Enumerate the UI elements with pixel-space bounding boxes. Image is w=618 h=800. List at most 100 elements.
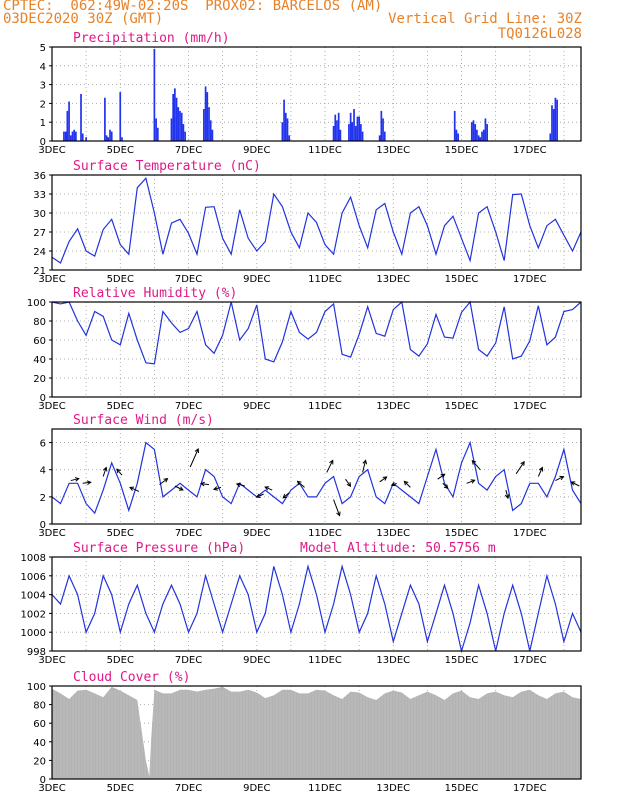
x-tick-label: 3DEC: [38, 145, 65, 156]
x-tick-label: 3DEC: [38, 783, 65, 794]
precip-bar: [351, 122, 354, 141]
model-altitude-label: Model Altitude: 50.5756 m: [300, 541, 496, 556]
precip-bar: [382, 118, 384, 141]
precip-bar: [479, 137, 482, 141]
precip-bar: [552, 109, 555, 141]
precip-bar: [361, 131, 364, 141]
wind-arrow-head: [362, 459, 368, 465]
y-tick-label: 100: [27, 682, 46, 693]
rh-title: Relative Humidity (%): [73, 286, 237, 301]
x-tick-label: 13DEC: [376, 145, 410, 156]
precip-bar: [110, 131, 113, 141]
x-tick-label: 7DEC: [175, 401, 202, 412]
wind-arrow-shaft: [70, 478, 79, 482]
x-tick-label: 5DEC: [107, 655, 134, 666]
x-tick-label: 11DEC: [308, 401, 342, 412]
y-tick-label: 21: [33, 266, 46, 277]
precip-bar: [105, 135, 108, 141]
x-tick-label: 17DEC: [513, 528, 547, 539]
cloud-title: Cloud Cover (%): [73, 670, 190, 685]
precip-bar: [73, 129, 76, 141]
precip-bar: [180, 112, 183, 141]
precip-bar: [476, 129, 478, 141]
x-tick-label: 5DEC: [107, 401, 134, 412]
precip-bar: [206, 92, 209, 141]
y-tick-label: 40: [33, 355, 46, 366]
precip-bar: [68, 101, 70, 141]
wind-arrow-head: [86, 480, 92, 486]
wind-arrow-shaft: [200, 483, 210, 486]
precip-bar: [378, 135, 381, 141]
wind-arrow-shaft: [297, 480, 305, 488]
y-tick-label: 2: [40, 99, 46, 110]
x-tick-label: 5DEC: [107, 528, 134, 539]
wind-arrow-shaft: [362, 460, 367, 473]
x-tick-label: 9DEC: [243, 401, 270, 412]
y-tick-label: 27: [33, 228, 46, 239]
x-tick-label: 9DEC: [243, 783, 270, 794]
wind-arrow-shaft: [379, 476, 387, 483]
precip-bar: [104, 97, 106, 141]
wind-arrow-head: [443, 484, 449, 490]
panel-frame: [51, 428, 582, 525]
precip-bar: [477, 135, 480, 141]
precip-bar: [85, 137, 87, 141]
precip-bar: [211, 129, 214, 141]
precip-bar: [174, 88, 176, 141]
wind-arrow-shaft: [159, 478, 168, 486]
x-tick-label: 17DEC: [513, 655, 547, 666]
x-tick-label: 15DEC: [445, 528, 479, 539]
x-tick-label: 13DEC: [376, 274, 410, 285]
cloud-panel: 0 20 40 60 80 100 3DEC 5DEC 7DEC 9DEC 11DEC 13DEC 15…: [27, 670, 582, 794]
x-tick-label: 9DEC: [243, 655, 270, 666]
wind-arrow-shaft: [326, 460, 334, 473]
wind-arrow-shaft: [437, 473, 445, 480]
temp-title: Surface Temperature (nC): [73, 159, 261, 174]
precip-bar: [172, 94, 175, 141]
precip-bar: [380, 110, 383, 141]
precip-bar: [208, 107, 210, 141]
precip-bar: [69, 135, 72, 141]
x-tick-label: 5DEC: [107, 783, 134, 794]
precip-bar: [121, 137, 123, 141]
y-tick-label: 998: [27, 647, 46, 658]
x-tick-label: 15DEC: [445, 274, 479, 285]
x-tick-label: 9DEC: [243, 274, 270, 285]
x-tick-label: 3DEC: [38, 655, 65, 666]
y-tick-label: 1004: [21, 591, 46, 602]
precip-bar: [184, 131, 186, 141]
y-tick-label: 0: [40, 775, 46, 786]
precip-bar: [356, 116, 359, 141]
wind-arrow-head: [390, 481, 396, 487]
wind-arrow-shaft: [471, 460, 481, 471]
x-tick-label: 13DEC: [376, 783, 410, 794]
precip-panel: 0 1 2 3 4 5 3DEC 5DEC 7DEC 9DEC 11DEC 13DEC 15DEC 17D…: [38, 31, 582, 156]
wind-panel: 0 2 4 6 3DEC 5DEC 7DEC 9DEC 11DEC 13DEC 15DEC 17DEC…: [38, 413, 582, 539]
wind-arrow-head: [403, 480, 409, 486]
wind-arrow-head: [102, 466, 108, 472]
wind-arrow-head: [329, 459, 334, 465]
precip-bar: [455, 129, 458, 141]
wind-arrow-head: [570, 481, 576, 486]
y-tick-label: 6: [40, 439, 46, 450]
wind-arrow-shaft: [555, 476, 564, 482]
precip-bar: [482, 129, 485, 141]
header-date: 03DEC2020 30Z (GMT): [3, 11, 164, 27]
x-tick-label: 11DEC: [308, 145, 342, 156]
y-tick-label: 1006: [21, 572, 46, 583]
wind-arrow-head: [178, 486, 184, 491]
precip-bar: [109, 129, 111, 141]
x-tick-label: 15DEC: [445, 783, 479, 794]
y-tick-label: 60: [33, 336, 46, 347]
y-tick-label: 1002: [21, 609, 46, 620]
wind-arrow-shaft: [213, 486, 222, 490]
precip-bar: [155, 118, 157, 141]
precip-bar: [281, 122, 284, 141]
wind-arrow-head: [471, 459, 477, 465]
header-line1: CPTEC: 062:49W-02:20S PROX02: BARCELOS (…: [3, 0, 383, 14]
wind-arrow-shaft: [466, 479, 475, 484]
x-tick-label: 7DEC: [175, 655, 202, 666]
x-tick-label: 17DEC: [513, 145, 547, 156]
y-tick-label: 20: [33, 756, 46, 767]
panel-frame: [51, 685, 582, 780]
